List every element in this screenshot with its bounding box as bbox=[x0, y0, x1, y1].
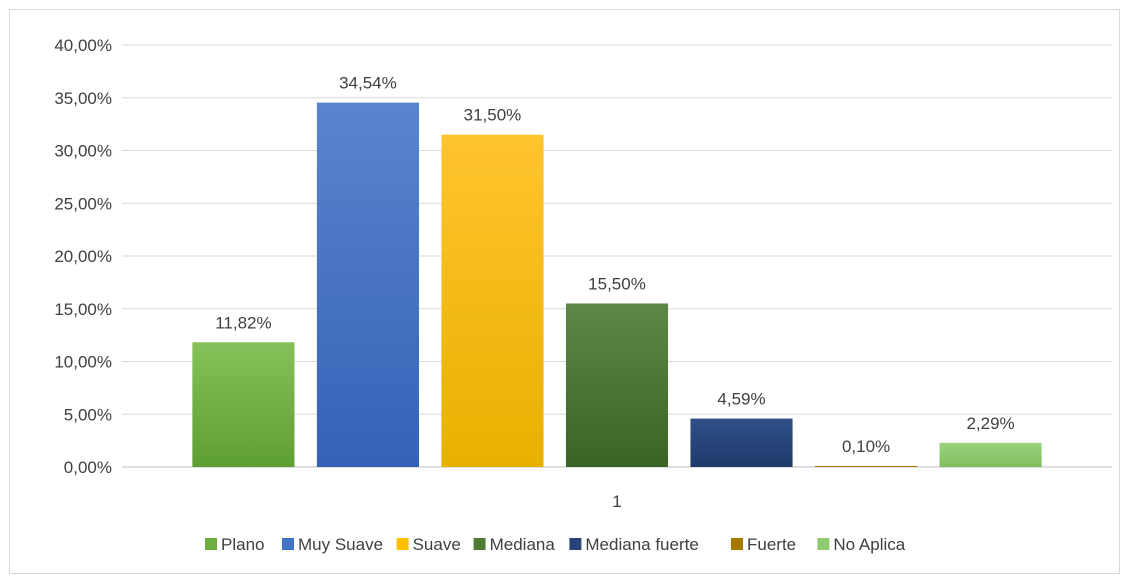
data-label: 11,82% bbox=[215, 313, 271, 332]
data-label: 31,50% bbox=[464, 106, 522, 125]
bar-fuerte bbox=[815, 465, 918, 467]
data-label: 4,59% bbox=[717, 390, 765, 409]
y-tick-label: 40,00% bbox=[54, 36, 112, 55]
bar-no-aplica bbox=[939, 442, 1042, 467]
y-tick-label: 35,00% bbox=[54, 89, 112, 108]
y-tick-label: 25,00% bbox=[54, 194, 112, 213]
y-tick-label: 0,00% bbox=[64, 458, 112, 477]
y-tick-label: 30,00% bbox=[54, 142, 112, 161]
chart-frame bbox=[9, 9, 1120, 574]
legend-label: Fuerte bbox=[747, 535, 796, 554]
bar-muy-suave bbox=[316, 102, 419, 467]
y-axis-ticks: 0,00% 5,00% 10,00% 15,00% 20,00% 25,00% 30,00%… bbox=[54, 36, 112, 477]
y-tick-label: 15,00% bbox=[54, 300, 112, 319]
legend-label: Plano bbox=[221, 535, 264, 554]
bar-mediana-fuerte bbox=[690, 418, 793, 467]
y-tick-label: 10,00% bbox=[54, 353, 112, 372]
data-label: 34,54% bbox=[339, 74, 397, 93]
bar-mediana bbox=[565, 303, 669, 467]
legend-swatch bbox=[731, 538, 743, 550]
legend-label: Mediana bbox=[490, 535, 556, 554]
bars bbox=[192, 102, 1042, 468]
legend-label: Mediana fuerte bbox=[585, 535, 698, 554]
data-labels: 11,82% 34,54% 31,50% 15,50% 4,59% 0,10% 2,29% bbox=[215, 74, 1014, 456]
y-tick-label: 20,00% bbox=[54, 247, 112, 266]
legend-swatch bbox=[205, 538, 217, 550]
data-label: 15,50% bbox=[588, 274, 646, 293]
legend: Plano Muy Suave Suave Mediana Mediana fuerte… bbox=[205, 535, 906, 554]
legend-label: Suave bbox=[413, 535, 461, 554]
legend-swatch bbox=[396, 538, 409, 550]
legend-swatch bbox=[473, 538, 486, 550]
data-label: 0,10% bbox=[842, 437, 890, 456]
legend-label: Muy Suave bbox=[298, 535, 383, 554]
legend-swatch bbox=[569, 538, 582, 550]
bar-suave bbox=[441, 134, 544, 468]
y-tick-label: 5,00% bbox=[64, 405, 112, 424]
bar-plano bbox=[192, 342, 295, 467]
legend-swatch bbox=[817, 538, 830, 550]
legend-label: No Aplica bbox=[833, 535, 905, 554]
data-label: 2,29% bbox=[966, 414, 1014, 433]
x-axis-ticks: 1 bbox=[612, 492, 621, 511]
legend-swatch bbox=[282, 538, 294, 550]
x-tick-label: 1 bbox=[612, 492, 621, 511]
